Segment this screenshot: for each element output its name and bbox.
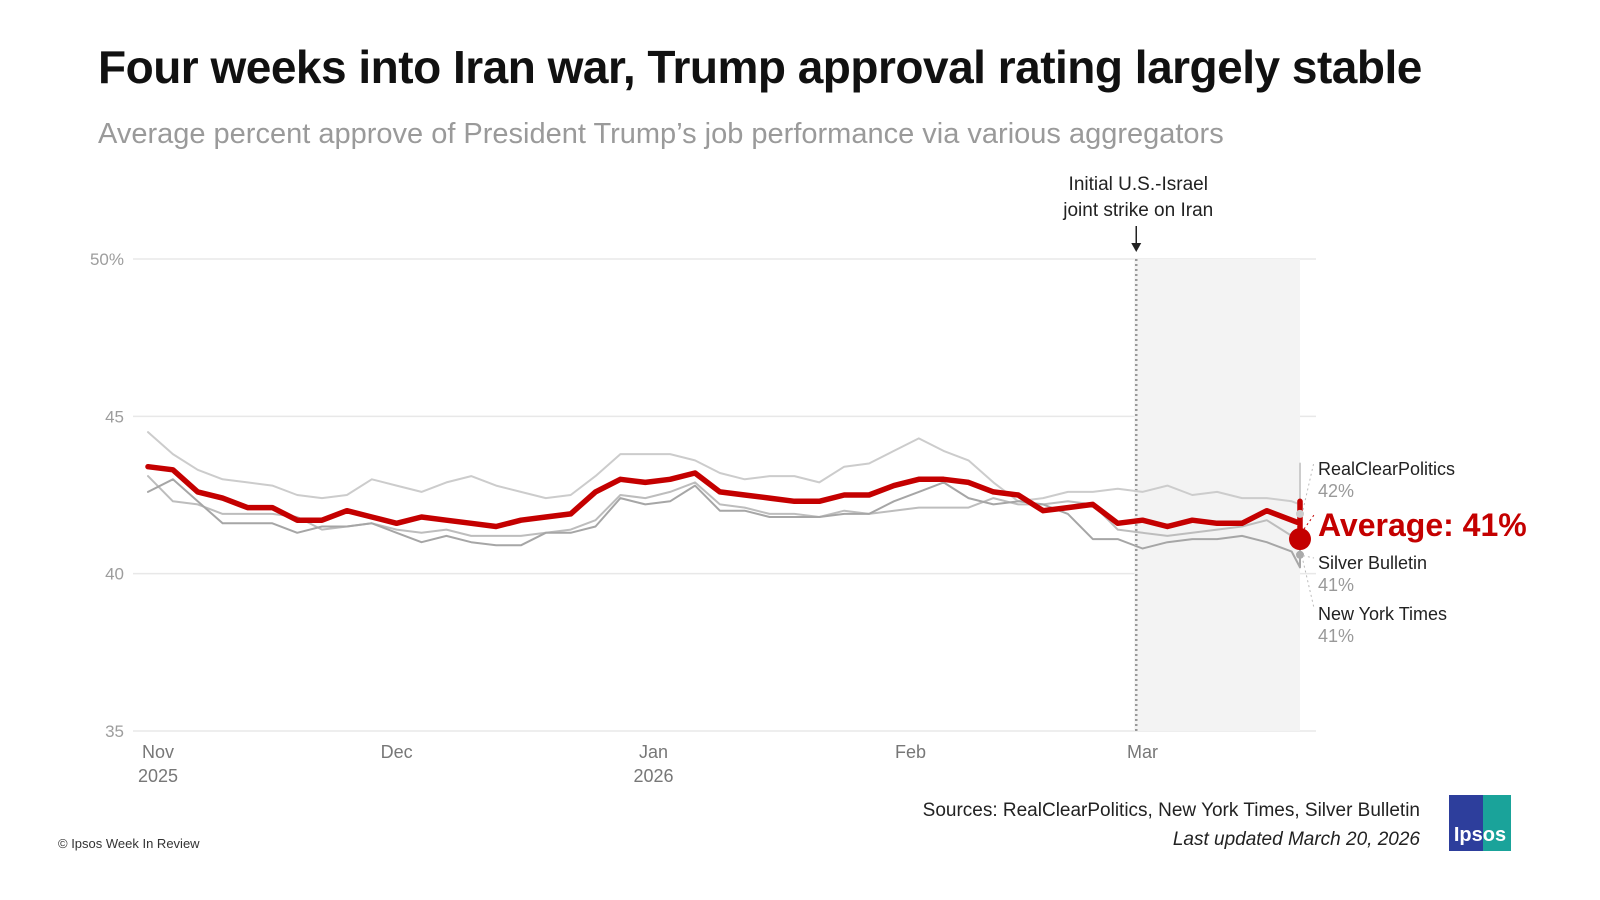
copyright: © Ipsos Week In Review [58,836,200,851]
y-tick-label: 50% [90,250,124,269]
end-dot-average [1289,528,1311,551]
ipsos-logo: Ipsos [1449,795,1511,851]
series-value-nyt: 41% [1318,626,1354,646]
series-line-average [145,463,1303,545]
x-tick-label: Dec [381,742,413,762]
logo-text: Ipsos [1453,824,1507,846]
x-tick-label: Mar [1127,742,1158,762]
series-label-silver: Silver Bulletin [1318,553,1427,573]
y-tick-label: 40 [105,565,124,584]
arrow-head-icon [1131,243,1142,252]
annotation-text: Initial U.S.-Israel [1069,174,1208,195]
series-label-nyt: New York Times [1318,604,1447,624]
sources-note: Sources: RealClearPolitics, New York Tim… [922,800,1420,821]
x-tick-year: 2025 [138,766,178,786]
series-value-silver: 41% [1318,575,1354,595]
leader-line [1302,560,1315,609]
series-line-realclearpolitics [147,431,1301,518]
x-tick-year: 2026 [634,766,674,786]
leader-line [1302,461,1315,510]
chart-subtitle: Average percent approve of President Tru… [98,118,1224,150]
leader-line [1302,555,1315,559]
leader-line [1303,514,1315,530]
x-tick-label: Feb [895,742,926,762]
series-label-rcp: RealClearPolitics [1318,459,1455,479]
annotation-text: joint strike on Iran [1062,200,1213,221]
y-tick-label: 45 [105,407,124,426]
last-updated: Last updated March 20, 2026 [1172,829,1420,850]
end-dot-rcp [1296,509,1304,518]
series-line-silver-bulletin [147,475,1301,559]
series-label-average: Average: 41% [1318,507,1527,543]
y-tick-label: 35 [105,722,124,741]
series-value-rcp: 42% [1318,481,1354,501]
chart-title: Four weeks into Iran war, Trump approval… [98,41,1422,93]
war-period-shade [1134,259,1300,731]
x-tick-label: Jan [639,742,668,762]
end-dot-nyt [1296,550,1304,559]
x-tick-label: Nov [142,742,174,762]
